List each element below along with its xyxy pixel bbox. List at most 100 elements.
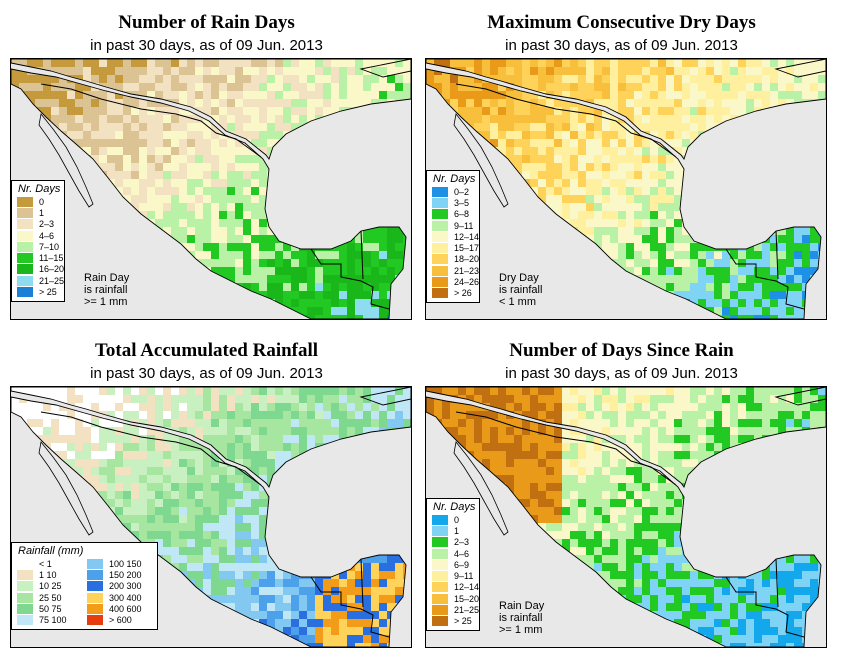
legend-label: 2–3 [454, 537, 470, 548]
legend-swatch [432, 605, 448, 616]
legend-label: 12–14 [454, 582, 480, 593]
panel-title: Number of Rain Days [118, 12, 295, 33]
legend-swatch [432, 559, 448, 570]
legend-item: 9–11 [427, 220, 479, 231]
legend-label: 6–9 [454, 559, 470, 570]
legend-swatch [17, 253, 33, 264]
map-canvas [426, 59, 826, 319]
legend-label: > 600 [109, 615, 132, 626]
legend-item: 1 [427, 525, 479, 536]
panel-dry-days: Maximum Consecutive Dry Days in past 30 … [415, 0, 828, 320]
legend-item: 25 50 [12, 592, 82, 603]
legend-label: 0 [39, 196, 45, 207]
legend-swatch [17, 603, 33, 614]
legend-item: 100 150 [82, 558, 152, 569]
legend-swatch [87, 592, 103, 603]
legend: Nr. Days 0 1 2–3 4–6 7–10 11–15 16–20 21–25 > 25 [11, 180, 66, 302]
legend-label: 6–8 [454, 209, 470, 220]
legend-item: 4–6 [427, 548, 479, 559]
legend-swatch [17, 230, 33, 241]
legend-swatch [432, 582, 448, 593]
legend-title: Nr. Days [433, 173, 476, 185]
note-line: is rainfall [499, 284, 543, 296]
legend-swatch [432, 514, 448, 525]
borders [11, 387, 411, 647]
legend-item: 4–6 [12, 230, 64, 241]
legend-swatch [87, 558, 103, 569]
legend-item: > 26 [427, 288, 479, 299]
legend-item: 18–20 [427, 254, 479, 265]
panel-title: Total Accumulated Rainfall [94, 340, 319, 361]
legend-note: Rain Day is rainfall >= 1 mm [499, 600, 544, 636]
legend-label: 9–11 [454, 220, 474, 231]
legend-item: 15–17 [427, 242, 480, 254]
panel-title: Number of Days Since Rain [509, 340, 734, 361]
legend-swatch [432, 243, 448, 254]
note-line: is rainfall [84, 284, 128, 296]
legend-label: 18–20 [454, 254, 480, 265]
legend-swatch [432, 209, 448, 220]
legend-label: 15–20 [454, 593, 480, 604]
legend-label: 21–25 [39, 275, 65, 286]
legend-label: 9–11 [454, 571, 474, 582]
legend-item: 11–15 [12, 252, 64, 264]
legend-rows: 0 1 2–3 4–6 7–10 11–15 16–20 21–25 > 25 [12, 196, 64, 301]
legend-label: 2–3 [39, 219, 55, 230]
legend-swatch [432, 571, 448, 582]
legend-item: 9–11 [427, 570, 479, 582]
note-line: Rain Day [84, 272, 130, 284]
legend-label: 150 200 [109, 569, 142, 580]
legend-label: 4–6 [454, 548, 470, 559]
legend-label: > 26 [454, 288, 472, 299]
legend-swatch [432, 548, 448, 559]
legend-label: 15–17 [454, 243, 480, 254]
legend-label: 50 75 [39, 603, 62, 614]
legend-item: 16–20 [12, 264, 64, 275]
legend-swatch [17, 569, 33, 580]
legend-item: > 25 [12, 286, 64, 298]
note-line: Dry Day [499, 272, 539, 284]
legend-label: 21–25 [454, 605, 480, 616]
borders [11, 59, 411, 319]
map-frame: Nr. Days 0 1 2–3 4–6 6–9 9–11 12–14 15–20 21–25 >… [425, 386, 827, 648]
legend-swatch [17, 275, 33, 286]
legend-label: 4–6 [39, 230, 55, 241]
legend-label: 1 [39, 207, 45, 218]
legend-item: > 600 [82, 614, 152, 626]
legend-item: 0–2 [427, 186, 479, 197]
legend-swatch [17, 196, 33, 207]
map-canvas [11, 387, 411, 647]
legend-item: 21–25 [427, 604, 480, 616]
legend-item: 12–14 [427, 231, 479, 242]
legend-title: Rainfall (mm) [18, 545, 84, 557]
note-line: Rain Day [499, 600, 545, 612]
legend-swatch [432, 231, 448, 242]
legend-item: 12–14 [427, 582, 479, 593]
legend-label: 3–5 [454, 197, 470, 208]
legend-label: 21–23 [454, 265, 480, 276]
legend-label: 300 400 [109, 592, 142, 603]
legend-item: 0 [427, 514, 479, 525]
panel-subtitle: in past 30 days, as of 09 Jun. 2013 [90, 365, 323, 382]
borders [426, 387, 826, 647]
panel-days-since-rain: Number of Days Since Rain in past 30 day… [415, 328, 828, 648]
legend-label: 25 50 [39, 592, 62, 603]
legend-item: 6–9 [427, 559, 479, 570]
legend-note: Dry Day is rainfall < 1 mm [499, 272, 542, 308]
legend-label: 75 100 [39, 615, 67, 626]
legend-item: 200 300 [82, 581, 152, 592]
note-line: >= 1 mm [84, 296, 128, 308]
legend-item: > 25 [427, 616, 479, 627]
legend-label: < 1 [39, 558, 52, 569]
legend-item: 50 75 [12, 603, 82, 614]
legend-label: > 25 [39, 287, 57, 298]
legend-swatch [432, 525, 448, 536]
legend-label: 1 [454, 525, 460, 536]
legend-item: 1 10 [12, 569, 82, 580]
legend-swatch [432, 220, 448, 231]
panel-subtitle: in past 30 days, as of 09 Jun. 2013 [90, 37, 323, 54]
map-canvas [11, 59, 411, 319]
legend-swatch [87, 615, 103, 626]
